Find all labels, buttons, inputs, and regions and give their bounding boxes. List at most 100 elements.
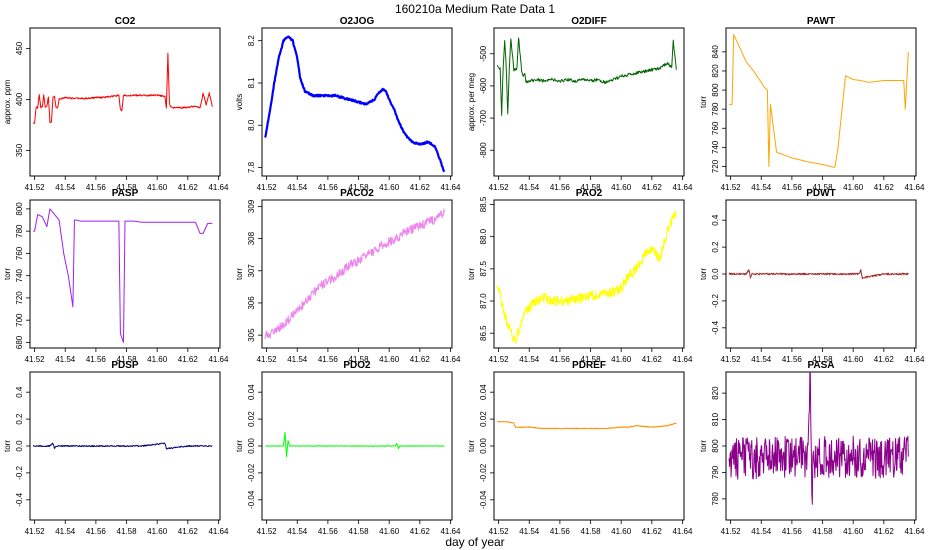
panel-title: CO2 <box>115 16 136 27</box>
y-tick-label: 810 <box>711 412 720 426</box>
series-line-pao2 <box>496 209 677 344</box>
x-tick-label: 41.64 <box>672 527 693 536</box>
x-tick-label: 41.60 <box>147 527 168 536</box>
x-tick-label: 41.62 <box>178 355 199 364</box>
y-tick-label: 400 <box>15 92 24 106</box>
x-tick-label: 41.60 <box>379 183 400 192</box>
figure-title: 160210a Medium Rate Data 1 <box>395 2 555 16</box>
x-tick-label: 41.52 <box>721 183 742 192</box>
x-tick-label: 41.58 <box>813 527 834 536</box>
y-tick-label: 0.2 <box>15 413 24 425</box>
x-tick-label: 41.56 <box>782 527 803 536</box>
y-axis-label: torr <box>3 440 12 452</box>
y-tick-label: -800 <box>479 142 488 159</box>
panel-pasp: PASP 41.52 41.54 41.56 41.58 41.60 41.62 41.64 6… <box>3 188 229 364</box>
plot-frame <box>493 371 685 521</box>
x-tick-label: 41.58 <box>349 355 370 364</box>
x-tick-label: 41.54 <box>287 527 308 536</box>
x-tick-label: 41.54 <box>751 355 772 364</box>
x-tick-label: 41.62 <box>410 527 431 536</box>
x-tick-label: 41.54 <box>751 183 772 192</box>
plot-frame <box>725 27 917 177</box>
panel-pdref: PDREF 41.52 41.54 41.56 41.58 41.60 41.62 41.64… <box>467 360 693 536</box>
y-tick-label: 700 <box>15 313 24 327</box>
plot-frame <box>29 199 221 349</box>
y-tick-label: 760 <box>711 121 720 135</box>
y-tick-label: 306 <box>247 296 256 310</box>
x-tick-label: 41.54 <box>55 527 76 536</box>
panel-title: PAWT <box>807 16 835 27</box>
x-tick-label: 41.52 <box>257 527 278 536</box>
panel-pdo2: PDO2 41.52 41.54 41.56 41.58 41.60 41.62 41.64 -… <box>235 360 461 536</box>
x-tick-label: 41.62 <box>178 183 199 192</box>
y-tick-label: 840 <box>711 45 720 59</box>
x-tick-label: 41.62 <box>874 355 895 364</box>
y-tick-label: -700 <box>479 110 488 127</box>
panel-title: PACO2 <box>340 188 374 199</box>
x-tick-label: 41.56 <box>782 183 803 192</box>
y-tick-label: 800 <box>711 83 720 97</box>
panel-title: PDSP <box>111 360 139 371</box>
x-tick-label: 41.54 <box>287 183 308 192</box>
y-tick-label: 87.0 <box>479 293 488 309</box>
y-axis-label: torr <box>235 268 244 280</box>
y-axis-label: torr <box>699 268 708 280</box>
x-tick-label: 41.56 <box>550 527 571 536</box>
series-line-pasa <box>728 372 909 505</box>
y-tick-label: 88.0 <box>479 228 488 244</box>
x-tick-label: 41.56 <box>86 183 107 192</box>
y-tick-label: -0.4 <box>711 320 720 334</box>
x-tick-label: 41.60 <box>379 527 400 536</box>
series-line-paco2 <box>264 208 445 340</box>
y-tick-label: -600 <box>479 77 488 94</box>
x-tick-label: 41.58 <box>581 527 602 536</box>
series-line-o2jog <box>264 35 446 173</box>
x-tick-label: 41.52 <box>25 355 46 364</box>
y-tick-label: 800 <box>15 202 24 216</box>
panel-title: O2JOG <box>340 16 375 27</box>
y-tick-label: 720 <box>15 291 24 305</box>
y-axis-label: torr <box>3 268 12 280</box>
x-tick-label: 41.60 <box>843 527 864 536</box>
panel-pao2: PAO2 41.52 41.54 41.56 41.58 41.60 41.62 41.64 8… <box>467 188 693 364</box>
x-tick-label: 41.60 <box>147 355 168 364</box>
x-tick-label: 41.58 <box>581 183 602 192</box>
x-tick-label: 41.64 <box>208 527 229 536</box>
x-tick-label: 41.58 <box>813 183 834 192</box>
x-tick-label: 41.60 <box>147 183 168 192</box>
y-tick-label: 780 <box>15 224 24 238</box>
x-tick-label: 41.62 <box>642 355 663 364</box>
y-tick-label: 8.1 <box>247 77 256 89</box>
y-axis-label: torr <box>235 440 244 452</box>
x-tick-label: 41.56 <box>318 527 339 536</box>
y-axis-label: torr <box>467 268 476 280</box>
series-line-pdwt <box>728 269 909 280</box>
y-tick-label: 0.04 <box>247 384 256 400</box>
panel-title: PAO2 <box>576 188 603 199</box>
y-tick-label: 740 <box>15 268 24 282</box>
x-tick-label: 41.62 <box>642 527 663 536</box>
x-tick-label: 41.64 <box>440 355 461 364</box>
series-line-pdref <box>497 420 677 430</box>
x-tick-label: 41.62 <box>642 183 663 192</box>
y-tick-label: 680 <box>15 335 24 349</box>
y-tick-label: 0.02 <box>247 411 256 427</box>
x-tick-label: 41.58 <box>581 355 602 364</box>
y-tick-label: 308 <box>247 231 256 245</box>
x-tick-label: 41.58 <box>117 355 138 364</box>
y-tick-label: 305 <box>247 328 256 342</box>
y-tick-label: 0.4 <box>711 214 720 226</box>
panel-title: PASA <box>807 360 834 371</box>
x-tick-label: 41.52 <box>257 355 278 364</box>
panel-pdsp: PDSP 41.52 41.54 41.56 41.58 41.60 41.62 41.64 -… <box>3 360 229 536</box>
plot-frame <box>493 199 685 349</box>
y-axis-label: approx. ppm <box>3 79 12 124</box>
x-tick-label: 41.58 <box>117 183 138 192</box>
panel-title: PDO2 <box>343 360 371 371</box>
x-tick-label: 41.60 <box>843 355 864 364</box>
panel-co2: CO2 41.52 41.54 41.56 41.58 41.60 41.62 41.64 35… <box>3 16 229 192</box>
x-tick-label: 41.64 <box>904 527 925 536</box>
y-tick-label: 0.00 <box>479 438 488 454</box>
x-tick-label: 41.54 <box>519 183 540 192</box>
